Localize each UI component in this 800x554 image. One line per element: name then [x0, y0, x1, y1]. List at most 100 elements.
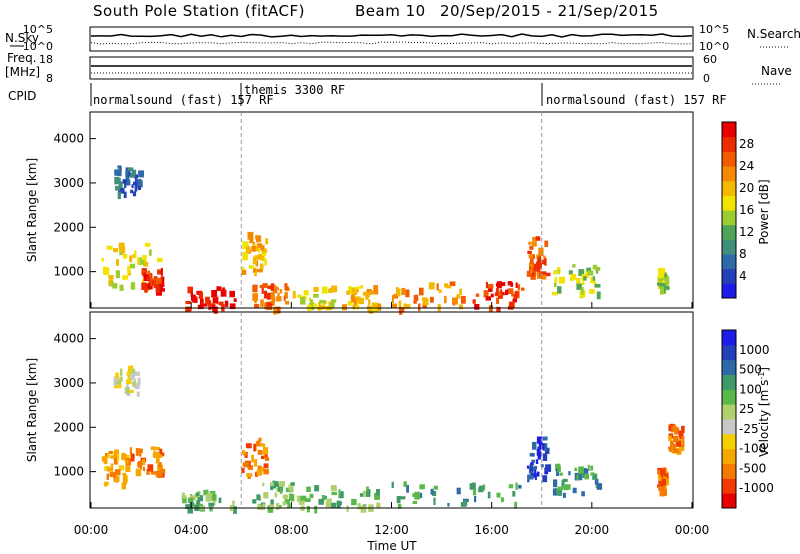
data-cell [376, 303, 382, 311]
data-cell [338, 491, 344, 499]
date-range: 20/Sep/2015 - 21/Sep/2015 [440, 2, 659, 20]
data-cell [535, 236, 541, 241]
data-cell [122, 472, 127, 476]
colorbar-swatch [722, 268, 736, 284]
data-cell [156, 446, 161, 451]
data-cell [393, 293, 398, 298]
data-cell [254, 303, 260, 308]
data-cell [134, 178, 137, 183]
data-cell [136, 391, 140, 397]
data-cell [422, 302, 427, 308]
data-cell [153, 276, 158, 282]
data-cell [537, 256, 541, 264]
data-cell [287, 503, 291, 508]
data-cell [561, 479, 565, 486]
data-cell [460, 295, 466, 304]
data-cell [681, 425, 685, 433]
data-cell [242, 251, 247, 255]
data-cell [216, 286, 222, 291]
data-cell [530, 256, 534, 265]
data-cell [157, 270, 163, 275]
data-cell [681, 435, 685, 441]
data-cell [141, 282, 148, 290]
data-cell [371, 302, 378, 308]
data-cell [373, 285, 378, 292]
data-cell [117, 191, 121, 200]
data-cell [156, 454, 163, 458]
colorbar-swatch [722, 195, 736, 211]
data-cell [589, 289, 595, 294]
data-cell [557, 465, 561, 473]
data-cell [446, 285, 452, 289]
data-cell [132, 254, 136, 258]
data-cell [543, 255, 546, 260]
data-cell [668, 446, 673, 451]
data-cell [576, 474, 579, 481]
data-cell [298, 500, 305, 505]
data-cell [159, 283, 165, 287]
colorbar-swatch [722, 254, 736, 270]
data-cell [374, 492, 380, 500]
colorbar-swatch [722, 493, 736, 509]
data-cell [321, 495, 325, 502]
data-cell [114, 469, 121, 476]
data-cell [257, 248, 261, 253]
data-cell [536, 436, 543, 444]
data-cell [664, 286, 670, 290]
colorbar-tick-label: 20 [739, 181, 754, 195]
data-cell [496, 288, 499, 294]
data-cell [553, 271, 559, 275]
data-cell [282, 501, 287, 506]
data-cell [138, 451, 142, 457]
data-cell [131, 184, 134, 188]
data-cell [675, 440, 682, 447]
colorbar-swatch [722, 389, 736, 405]
data-cell [353, 289, 359, 293]
data-cell [313, 287, 319, 292]
data-cell [118, 242, 125, 250]
data-cell [260, 299, 264, 307]
data-cell [211, 290, 218, 298]
y-tick-label: 3000 [53, 176, 84, 190]
data-cell [119, 368, 123, 376]
cpid-label: CPID [8, 89, 36, 103]
cpid-segment-3: normalsound (fast) 157 RF [546, 93, 727, 107]
velocity-panel-frame [89, 311, 694, 509]
data-cell [276, 503, 280, 510]
data-cell [137, 178, 142, 186]
data-cell [659, 489, 665, 497]
data-cell [347, 300, 353, 306]
data-cell [401, 287, 406, 296]
data-cell [233, 298, 237, 302]
data-cell [321, 286, 328, 294]
cpid-segment-2: themis 3300 RF [244, 83, 345, 97]
data-cell [132, 381, 136, 387]
data-cell [444, 295, 447, 304]
data-cell [583, 468, 587, 473]
data-cell [596, 483, 603, 490]
data-cell [267, 505, 274, 513]
data-cell [253, 443, 256, 452]
data-cell [331, 299, 337, 303]
data-cell [583, 469, 589, 477]
data-cell [369, 291, 372, 295]
data-cell [110, 281, 114, 287]
data-cell [432, 490, 437, 497]
velocity-ylabel: Slant Range [km] [25, 358, 39, 462]
data-cell [290, 482, 295, 486]
y-tick-label: 2000 [53, 220, 84, 234]
data-cell [153, 280, 160, 289]
data-cell [260, 245, 265, 251]
nave-tick-high: 60 [703, 53, 717, 66]
y-tick-label: 3000 [53, 376, 84, 390]
data-cell [537, 446, 541, 454]
data-cell [122, 475, 127, 483]
data-cell [209, 491, 216, 497]
data-cell [103, 267, 110, 275]
colorbar-swatch [722, 433, 736, 450]
data-cell [122, 179, 127, 184]
data-cell [263, 290, 267, 299]
data-cell [160, 276, 165, 284]
data-cell [367, 306, 373, 312]
data-cell [159, 288, 165, 292]
